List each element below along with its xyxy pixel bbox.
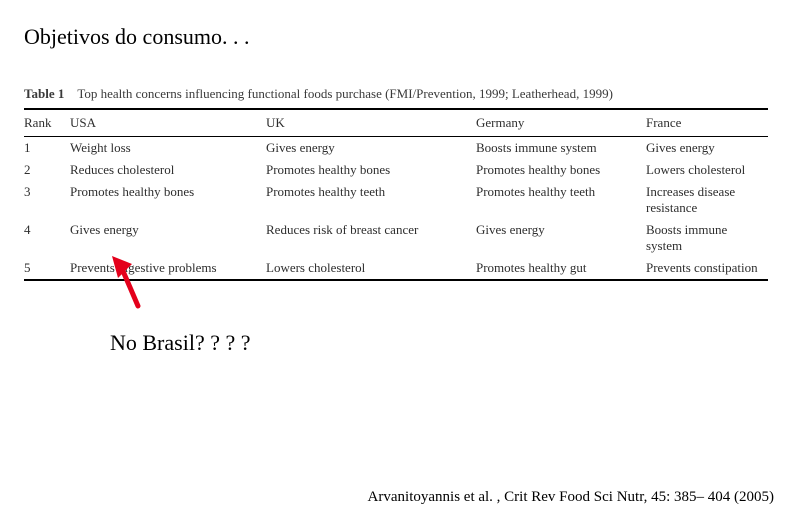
col-usa: USA (70, 109, 266, 137)
cell-ger: Promotes healthy gut (476, 257, 646, 280)
citation-text: Arvanitoyannis et al. , Crit Rev Food Sc… (368, 489, 774, 506)
health-concerns-table: Rank USA UK Germany France 1 Weight loss… (24, 108, 768, 281)
cell-uk: Promotes healthy bones (266, 159, 476, 181)
table-row: 3 Promotes healthy bones Promotes health… (24, 181, 768, 219)
cell-fra: Increases disease resistance (646, 181, 768, 219)
cell-uk: Promotes healthy teeth (266, 181, 476, 219)
table-caption: Table 1 Top health concerns influencing … (24, 86, 768, 102)
slide-title: Objetivos do consumo. . . (24, 24, 250, 50)
cell-rank: 5 (24, 257, 70, 280)
cell-usa: Weight loss (70, 137, 266, 160)
cell-usa: Prevents digestive problems (70, 257, 266, 280)
cell-usa: Gives energy (70, 219, 266, 257)
cell-uk: Gives energy (266, 137, 476, 160)
col-rank: Rank (24, 109, 70, 137)
col-france: France (646, 109, 768, 137)
cell-uk: Reduces risk of breast cancer (266, 219, 476, 257)
table-row: 1 Weight loss Gives energy Boosts immune… (24, 137, 768, 160)
table-container: Table 1 Top health concerns influencing … (24, 86, 768, 281)
col-uk: UK (266, 109, 476, 137)
cell-rank: 4 (24, 219, 70, 257)
cell-ger: Promotes healthy teeth (476, 181, 646, 219)
cell-ger: Gives energy (476, 219, 646, 257)
cell-rank: 3 (24, 181, 70, 219)
question-text: No Brasil? ? ? ? (110, 330, 251, 356)
cell-fra: Lowers cholesterol (646, 159, 768, 181)
table-caption-text: Top health concerns influencing function… (77, 86, 613, 101)
cell-fra: Gives energy (646, 137, 768, 160)
col-germany: Germany (476, 109, 646, 137)
cell-ger: Boosts immune system (476, 137, 646, 160)
table-row: 4 Gives energy Reduces risk of breast ca… (24, 219, 768, 257)
table-label: Table 1 (24, 86, 64, 101)
table-header-row: Rank USA UK Germany France (24, 109, 768, 137)
cell-ger: Promotes healthy bones (476, 159, 646, 181)
cell-uk: Lowers cholesterol (266, 257, 476, 280)
cell-usa: Promotes healthy bones (70, 181, 266, 219)
table-row: 2 Reduces cholesterol Promotes healthy b… (24, 159, 768, 181)
cell-fra: Boosts immune system (646, 219, 768, 257)
table-row: 5 Prevents digestive problems Lowers cho… (24, 257, 768, 280)
cell-rank: 1 (24, 137, 70, 160)
cell-usa: Reduces cholesterol (70, 159, 266, 181)
cell-fra: Prevents constipation (646, 257, 768, 280)
cell-rank: 2 (24, 159, 70, 181)
